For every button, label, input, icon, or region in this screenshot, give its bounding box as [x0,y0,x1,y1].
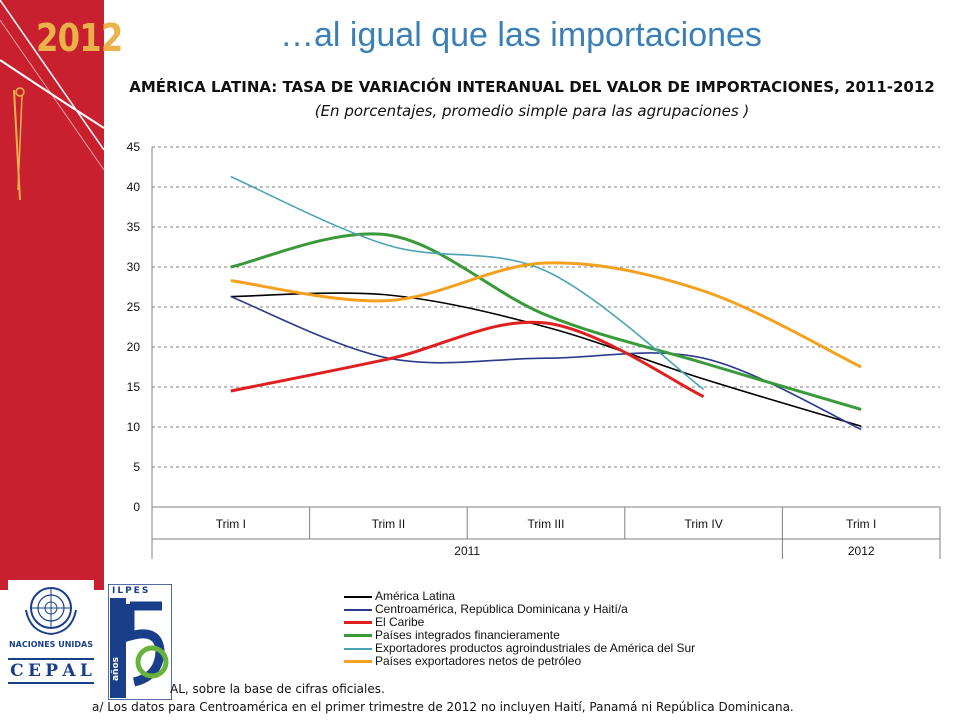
legend-swatch [344,660,372,663]
x-tick-label: Trim I [846,517,876,531]
anos-label: años [111,656,122,682]
legend-label: América Latina [375,589,456,603]
legend-label: Centroamérica, República Dominicana y Ha… [375,602,628,616]
series-line [230,175,705,391]
legend-label: Exportadores productos agroindustriales … [375,641,696,655]
legend-swatch [344,621,372,624]
un-emblem-icon [25,587,77,636]
source-footnote: AL, sobre la base de cifras oficiales. [170,682,385,696]
cepal-letter: P [45,661,59,681]
x-group-label: 2011 [454,544,480,558]
legend-label: El Caribe [375,615,425,629]
y-tick-label: 10 [127,420,141,434]
chart-title: AMÉRICA LATINA: TASA DE VARIACIÓN INTERA… [129,78,935,96]
legend-label: Países integrados financieramente [375,628,560,642]
un-label: NACIONES UNIDAS [8,640,93,649]
legend-swatch [344,647,372,650]
y-tick-label: 40 [127,180,141,194]
footnote-a: a/ Los datos para Centroamérica en el pr… [92,700,794,714]
y-tick-label: 35 [127,220,141,234]
cepal-letter: C [10,661,24,681]
ilpes-50-emblem-icon [107,583,173,701]
x-tick-label: Trim IV [684,517,722,531]
y-tick-label: 20 [127,340,141,354]
legend-swatch [344,595,372,598]
x-tick-label: Trim I [216,517,246,531]
y-tick-label: 15 [127,380,141,394]
legend-item: El Caribe [344,616,814,629]
sidebar-banner: 2012 [0,0,123,590]
ilpes-label: ILPES [112,586,151,596]
legend-swatch [344,608,372,611]
chart-legend: América Latina Centroamérica, República D… [344,590,814,668]
slide-title: …al igual que las importaciones [280,16,762,54]
cepal-letter: L [79,661,92,681]
x-tick-label: Trim III [528,517,565,531]
x-group-label: 2012 [848,544,875,558]
ilpes-50-logo: ILPES años [107,583,173,701]
series-line [230,232,862,411]
cepal-letter: E [27,661,41,681]
sidebar-decoration [0,0,104,201]
legend-item: Exportadores productos agroindustriales … [344,642,814,655]
series-line [230,320,705,398]
legend-item: Países integrados financieramente [344,629,814,642]
series-line [230,261,862,369]
legend-item: América Latina [344,590,814,603]
un-cepal-logo: NACIONES UNIDAS C E P A L [8,580,94,720]
series-line [230,292,862,427]
legend-swatch [344,634,372,637]
y-tick-label: 25 [127,300,141,314]
year-badge: 2012 [36,16,123,60]
x-tick-label: Trim II [372,517,406,531]
y-tick-label: 5 [133,460,140,474]
cepal-letter: A [62,661,76,681]
cepal-wordmark: C E P A L [8,658,94,684]
legend-item: Países exportadores netos de petróleo [344,655,814,668]
y-tick-label: 45 [127,140,141,154]
y-tick-label: 0 [133,500,140,514]
legend-label: Países exportadores netos de petróleo [375,654,582,668]
y-tick-label: 30 [127,260,141,274]
legend-item: Centroamérica, República Dominicana y Ha… [344,603,814,616]
chart-subtitle: (En porcentajes, promedio simple para la… [314,102,750,120]
